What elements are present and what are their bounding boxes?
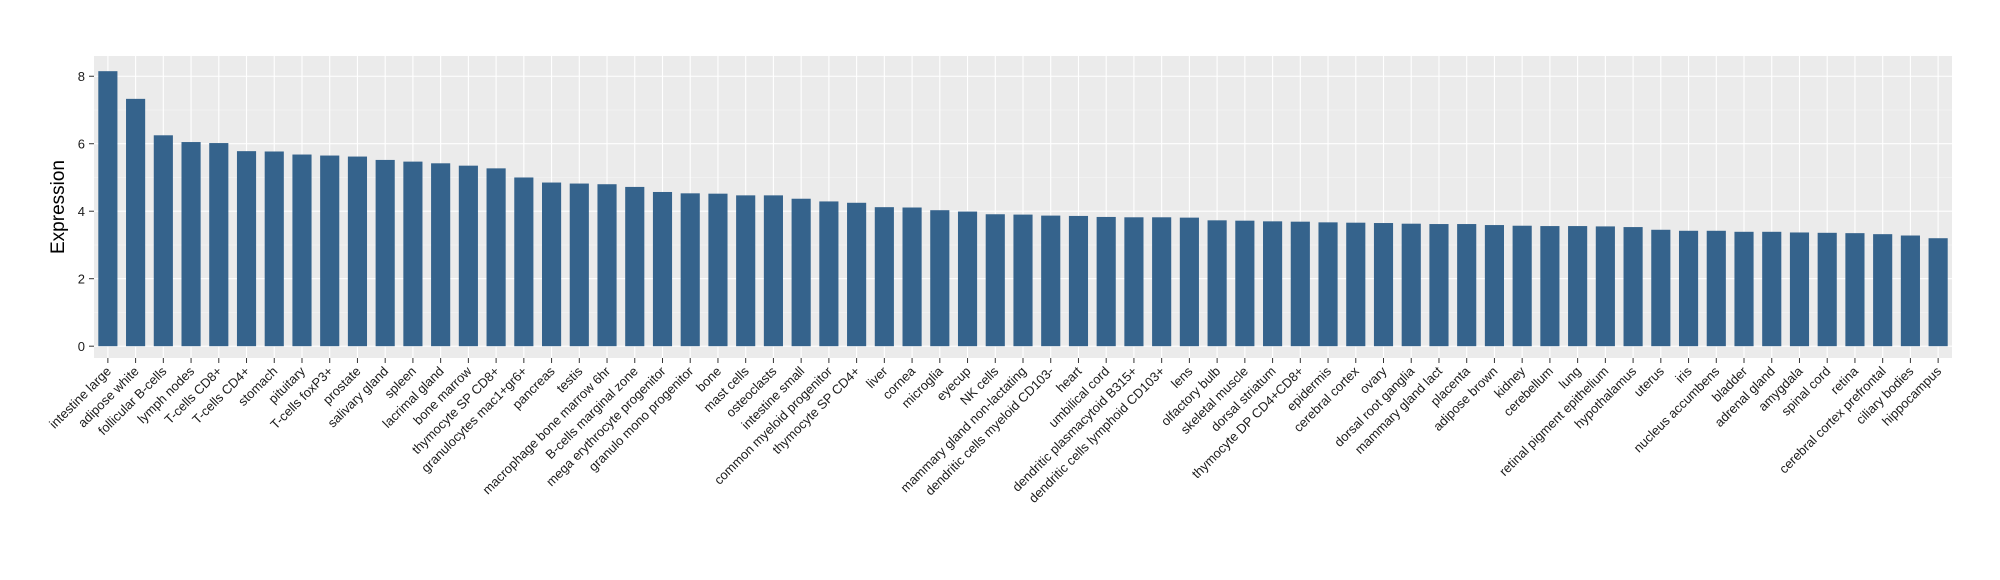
bar-b-cells-marginal-zone bbox=[625, 186, 645, 347]
bar-t-cells-cd8- bbox=[209, 143, 229, 347]
bar-dorsal-striatum bbox=[1263, 221, 1283, 347]
bar-mammary-gland-non-lactating bbox=[1013, 214, 1033, 347]
y-axis-title: Expression bbox=[48, 160, 69, 254]
bar-mega-erythrocyte-progenitor bbox=[652, 191, 673, 347]
bar-lymph-nodes bbox=[181, 142, 201, 347]
bar-bladder bbox=[1734, 231, 1754, 347]
bar-uterus bbox=[1651, 229, 1671, 347]
bar-heart bbox=[1068, 215, 1089, 347]
bar-pituitary bbox=[292, 154, 312, 347]
bar-bone-marrow bbox=[458, 165, 478, 347]
bar-hippocampus bbox=[1928, 238, 1948, 347]
bar-t-cells-cd4- bbox=[236, 151, 257, 347]
bar-macrophage-bone-marrow-6hr bbox=[597, 184, 617, 347]
bar-cerebellum bbox=[1540, 226, 1560, 347]
bar-common-myeloid-progenitor bbox=[819, 201, 839, 347]
bar-dendritic-cells-lymphoid-cd103- bbox=[1152, 217, 1172, 347]
bar-epidermis bbox=[1318, 222, 1338, 347]
bar-salivary-gland bbox=[375, 159, 395, 347]
bar-nk-cells bbox=[985, 214, 1005, 347]
bar-ciliary-bodies bbox=[1900, 235, 1920, 347]
bar-placenta bbox=[1457, 224, 1477, 347]
bar-adipose-brown bbox=[1484, 225, 1505, 347]
y-tick-label: 2 bbox=[78, 272, 85, 287]
bar-pancreas bbox=[541, 182, 562, 347]
bar-spleen bbox=[403, 161, 423, 347]
bar-bone bbox=[708, 193, 728, 347]
bar-hypothalamus bbox=[1623, 227, 1643, 347]
bar-cerebral-cortex bbox=[1346, 222, 1366, 347]
bar-mast-cells bbox=[736, 195, 756, 347]
bar-spinal-cord bbox=[1817, 232, 1837, 347]
y-axis: 0 2 4 6 8 bbox=[78, 69, 94, 354]
bar-adrenal-gland bbox=[1762, 231, 1782, 347]
x-tick-label: uterus bbox=[1631, 363, 1668, 400]
bar-dendritic-cells-myeloid-cd103- bbox=[1041, 215, 1061, 347]
bar-skeletal-muscle bbox=[1235, 220, 1255, 347]
bar-dendritic-plasmacytoid-b315- bbox=[1124, 217, 1144, 347]
bar-retinal-pigment-epithelium bbox=[1595, 226, 1615, 347]
y-tick-label: 4 bbox=[78, 204, 85, 219]
bar-thymocyte-sp-cd8- bbox=[486, 168, 506, 347]
bar-liver bbox=[874, 207, 894, 347]
bar-osteoclasts bbox=[763, 195, 783, 347]
bar-mammary-gland-lact bbox=[1429, 224, 1449, 347]
bar-retina bbox=[1845, 233, 1865, 347]
bar-cerebral-cortex-prefrontal bbox=[1873, 234, 1893, 347]
bar-eyecup bbox=[957, 211, 978, 347]
bar-thymocyte-sp-cd4- bbox=[847, 202, 867, 347]
bar-umbilical-cord bbox=[1096, 216, 1116, 347]
bar-granulocytes-mac1-gr6- bbox=[514, 177, 534, 347]
bar-olfactory-bulb bbox=[1207, 220, 1227, 347]
bar-stomach bbox=[264, 151, 284, 347]
bar-adipose-white bbox=[126, 98, 146, 347]
bar-cornea bbox=[902, 207, 922, 347]
bars bbox=[98, 71, 1948, 347]
y-tick-label: 0 bbox=[78, 339, 85, 354]
bar-microglia bbox=[930, 210, 950, 347]
bar-intestine-small bbox=[791, 198, 811, 347]
bar-granulo-mono-progenitor bbox=[680, 193, 700, 347]
bar-lung bbox=[1568, 226, 1588, 347]
bar-thymocyte-dp-cd4-cd8- bbox=[1290, 221, 1310, 347]
bar-ovary bbox=[1373, 223, 1394, 347]
bar-testis bbox=[569, 183, 589, 347]
y-tick-label: 6 bbox=[78, 137, 85, 152]
bar-nucleus-accumbens bbox=[1706, 230, 1726, 347]
bar-kidney bbox=[1512, 225, 1532, 347]
bar-iris bbox=[1678, 230, 1699, 347]
bar-t-cells-foxp3- bbox=[320, 155, 340, 347]
bar-lens bbox=[1179, 217, 1199, 347]
bar-prostate bbox=[347, 156, 368, 347]
bar-follicular-b-cells bbox=[153, 135, 173, 347]
bar-dorsal-root-ganglia bbox=[1401, 223, 1421, 347]
bar-intestine-large bbox=[98, 71, 118, 347]
y-tick-label: 8 bbox=[78, 69, 85, 84]
bar-lacrimal-gland bbox=[431, 163, 451, 347]
bar-amygdala bbox=[1789, 232, 1810, 347]
